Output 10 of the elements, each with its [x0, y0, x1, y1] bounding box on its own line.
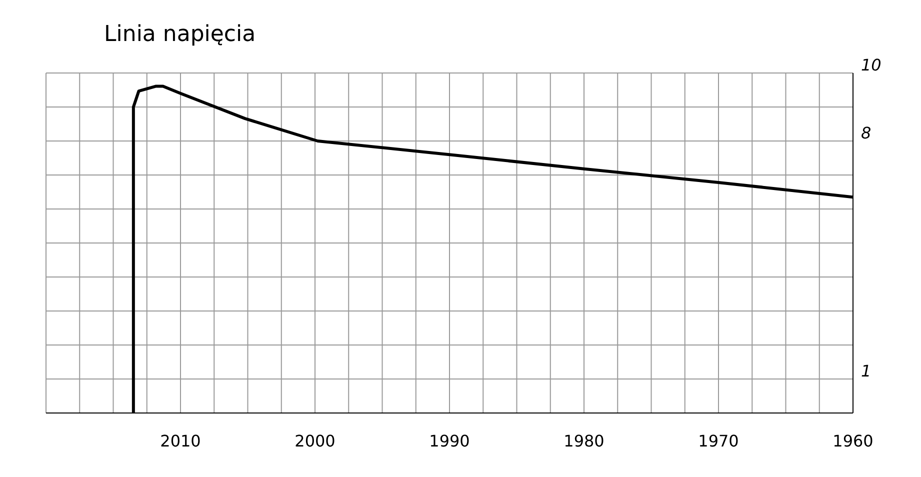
chart-title: Linia napięcia: [104, 22, 256, 47]
x-tick-label: 1960: [832, 431, 874, 450]
y-tick-label: 8: [861, 124, 872, 143]
y-tick-label: 10: [861, 56, 882, 75]
x-tick-label: 1990: [429, 431, 470, 450]
x-tick-label: 2010: [160, 431, 201, 450]
x-tick-label: 2000: [294, 431, 336, 450]
x-tick-label: 1980: [564, 431, 604, 450]
x-tick-label: 1970: [698, 431, 739, 450]
y-tick-label: 1: [861, 362, 872, 381]
